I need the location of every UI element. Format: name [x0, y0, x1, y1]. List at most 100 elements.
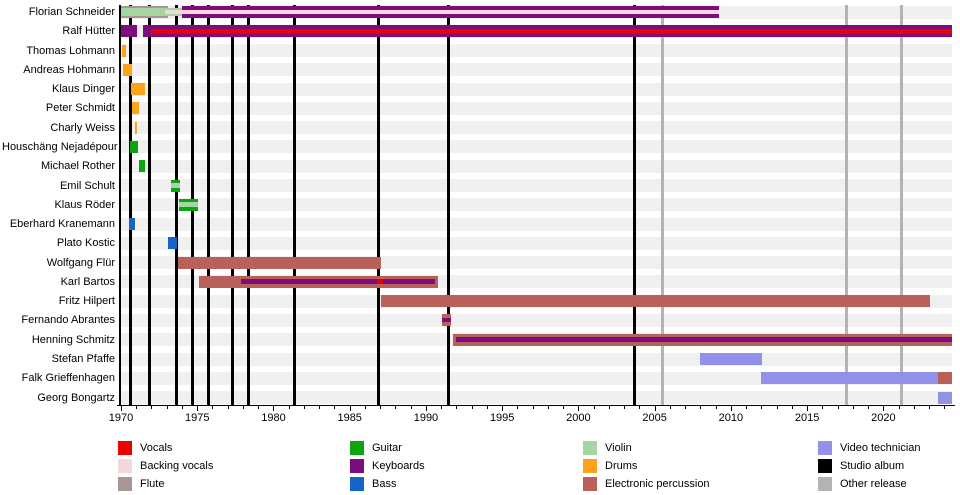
studio-album-line-8	[377, 5, 381, 405]
minor-tick-2008	[700, 406, 702, 409]
other-release-line-0	[660, 5, 664, 405]
minor-tick-1996	[517, 406, 519, 409]
minor-tick-2011	[746, 406, 748, 409]
legend-label-guitar: Guitar	[372, 442, 402, 454]
guitar-bar-michael-rother	[138, 160, 146, 173]
axis-year-label-2010: 2010	[718, 412, 744, 424]
studio-album-line-6	[246, 5, 250, 405]
minor-tick-2023	[929, 406, 931, 409]
vocals-bar-karl-bartos	[377, 279, 384, 285]
backing-vocals-swatch	[118, 459, 132, 473]
legend-label-flute: Flute	[140, 478, 165, 490]
minor-tick-1977	[227, 406, 229, 409]
chart-legend: Vocals Backing vocals Flute Guitar Keyboards…	[0, 438, 960, 495]
row-track-klaus-roder	[121, 198, 952, 212]
axis-year-label-1980: 1980	[261, 412, 286, 424]
minor-tick-1971	[136, 406, 138, 409]
minor-tick-2006	[669, 406, 671, 409]
legend-label-bass: Bass	[372, 478, 397, 490]
major-tick-1970	[121, 406, 122, 411]
axis-year-label-2000: 2000	[566, 412, 591, 424]
member-label-michael-rother: Michael Rother	[41, 160, 115, 173]
axis-year-label-1985: 1985	[337, 412, 362, 424]
member-label-ralf-hutter: Ralf Hütter	[62, 25, 115, 38]
row-track-michael-rother	[121, 159, 952, 173]
row-track-klaus-dinger	[121, 82, 952, 96]
row-track-stefan-pfaffe	[121, 352, 952, 366]
minor-tick-2022	[913, 406, 915, 409]
keyboards-bar-ralf-hutter	[121, 25, 137, 38]
violin-swatch	[583, 441, 597, 455]
member-label-fritz-hilpert: Fritz Hilpert	[58, 295, 115, 308]
axis-year-label-1990: 1990	[413, 412, 439, 424]
minor-tick-1997	[532, 406, 534, 409]
drums-bar-peter-schmidt	[132, 102, 139, 115]
guitar-swatch	[350, 441, 364, 455]
minor-tick-2002	[608, 406, 610, 409]
minor-tick-2014	[791, 406, 793, 409]
legend-label-keyboards: Keyboards	[372, 460, 425, 472]
member-label-andreas-hohmann: Andreas Hohmann	[23, 63, 115, 76]
member-label-falk-grieffenhagen: Falk Grieffenhagen	[21, 372, 115, 385]
keyboards-bar-henning-schmitz	[455, 337, 952, 343]
axis-year-label-1975: 1975	[184, 412, 210, 424]
member-label-wolfgang-flur: Wolfgang Flür	[46, 256, 115, 269]
video-technician-swatch	[818, 441, 832, 455]
axis-year-label-2005: 2005	[642, 412, 667, 424]
member-label-houschang-nejadepour: Houschäng Nejadépour	[2, 140, 118, 153]
row-track-charly-weiss	[121, 121, 952, 135]
electronic-percussion-bar-wolfgang-flur	[178, 256, 381, 269]
member-label-plato-kostic: Plato Kostic	[56, 237, 115, 250]
minor-tick-1999	[563, 406, 565, 409]
vocals-bar-ralf-hutter	[151, 28, 952, 34]
row-track-houschang-nejadepour	[121, 140, 952, 154]
minor-tick-2019	[868, 406, 870, 409]
member-label-thomas-lohmann: Thomas Lohmann	[26, 44, 115, 57]
legend-label-electronic-percussion: Electronic percussion	[605, 478, 710, 490]
minor-tick-1978	[242, 406, 244, 409]
member-label-eberhard-kranemann: Eberhard Kranemann	[9, 218, 115, 231]
studio-album-line-2	[175, 5, 179, 405]
minor-tick-1984	[334, 406, 336, 409]
drums-swatch	[583, 459, 597, 473]
studio-album-line-0	[128, 5, 132, 405]
keyboards-bar-karl-bartos	[241, 279, 436, 285]
member-label-stefan-pfaffe: Stefan Pfaffe	[51, 353, 115, 366]
legend-label-studio-album: Studio album	[840, 460, 905, 472]
minor-tick-2009	[715, 406, 717, 409]
minor-tick-1981	[288, 406, 290, 409]
minor-tick-2012	[761, 406, 763, 409]
violin-bar-emil-schult	[171, 183, 181, 189]
minor-tick-1972	[151, 406, 153, 409]
minor-tick-1989	[410, 406, 412, 409]
major-tick-1985	[349, 406, 351, 411]
x-axis-line	[117, 405, 955, 406]
row-track-fernando-abrantes	[121, 313, 952, 327]
minor-tick-2018	[852, 406, 854, 409]
row-track-andreas-hohmann	[121, 63, 952, 77]
member-label-klaus-roder: Klaus Röder	[54, 198, 115, 211]
bass-bar-plato-kostic	[168, 237, 177, 250]
minor-tick-1979	[258, 406, 260, 409]
member-label-fernando-abrantes: Fernando Abrantes	[21, 314, 115, 327]
axis-year-label-2015: 2015	[794, 412, 820, 424]
axis-year-label-1970: 1970	[108, 412, 134, 424]
studio-album-line-5	[230, 5, 234, 405]
other-release-line-2	[900, 5, 904, 405]
member-label-emil-schult: Emil Schult	[59, 179, 115, 192]
studio-album-line-10	[633, 5, 637, 405]
minor-tick-1982	[303, 406, 305, 409]
minor-tick-1983	[319, 406, 321, 409]
other-release-swatch	[818, 477, 832, 491]
bass-bar-eberhard-kranemann	[128, 218, 135, 231]
studio-album-line-9	[447, 5, 451, 405]
violin-bar-florian-schneider	[121, 8, 182, 16]
major-tick-2020	[883, 406, 885, 411]
keyboards-bar-fernando-abrantes	[441, 318, 452, 323]
studio-album-line-1	[148, 5, 152, 405]
electronic-percussion-bar-fritz-hilpert	[380, 295, 930, 308]
minor-tick-2021	[898, 406, 900, 409]
member-label-henning-schmitz: Henning Schmitz	[31, 333, 115, 346]
legend-label-other-release: Other release	[840, 478, 907, 490]
